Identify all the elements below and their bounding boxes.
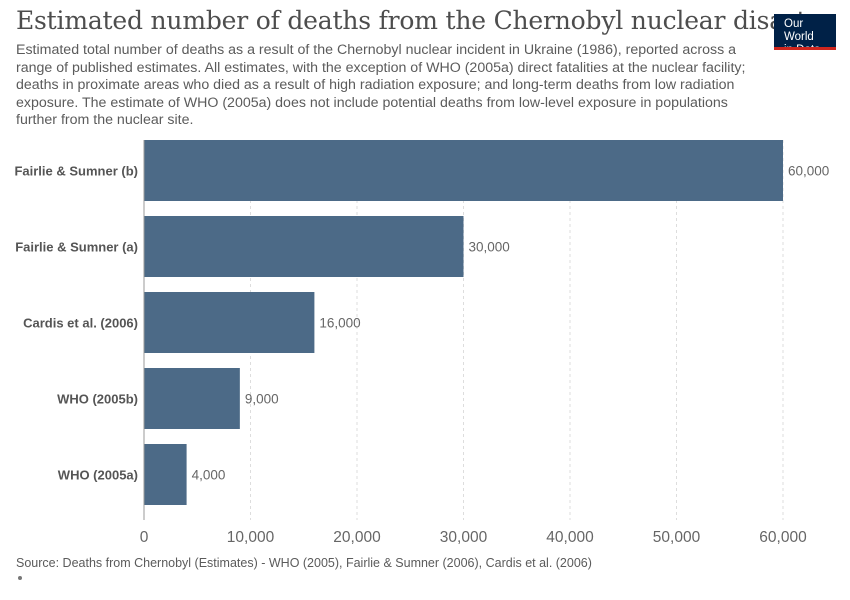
- value-label: 60,000: [788, 164, 829, 179]
- x-tick-label: 20,000: [333, 529, 381, 546]
- bar: [144, 368, 240, 429]
- category-label: Fairlie & Sumner (a): [15, 240, 138, 255]
- x-tick-label: 60,000: [759, 529, 807, 546]
- source-note: Source: Deaths from Chernobyl (Estimates…: [16, 556, 592, 570]
- x-tick-label: 50,000: [653, 529, 701, 546]
- logo-line-1: Our World: [784, 18, 814, 43]
- x-axis: 0 10,000 20,000 30,000 40,000 50,000 60,000: [140, 140, 807, 546]
- x-tick-label: 10,000: [227, 529, 275, 546]
- bar: [144, 292, 315, 353]
- bars: [144, 140, 783, 505]
- chart-title: Estimated number of deaths from the Cher…: [16, 6, 833, 35]
- category-label: Fairlie & Sumner (b): [14, 164, 138, 179]
- value-label: 16,000: [319, 316, 360, 331]
- x-tick-label: 30,000: [440, 529, 488, 546]
- owid-logo[interactable]: Our World in Data: [774, 14, 836, 56]
- value-label: 30,000: [469, 240, 510, 255]
- bar: [144, 444, 187, 505]
- category-label: WHO (2005b): [57, 392, 138, 407]
- category-label: Cardis et al. (2006): [23, 316, 138, 331]
- logo-accent-bar: [774, 47, 836, 50]
- chart-subtitle: Estimated total number of deaths as a re…: [16, 42, 746, 129]
- value-label: 4,000: [192, 468, 226, 483]
- x-tick-label: 40,000: [546, 529, 594, 546]
- bar: [144, 140, 783, 201]
- x-tick-label: 0: [140, 529, 149, 546]
- footer-dot: [18, 576, 22, 580]
- labels: Fairlie & Sumner (b) 60,000 Fairlie & Sumn…: [14, 164, 829, 483]
- value-label: 9,000: [245, 392, 279, 407]
- category-label: WHO (2005a): [58, 468, 138, 483]
- bar: [144, 216, 464, 277]
